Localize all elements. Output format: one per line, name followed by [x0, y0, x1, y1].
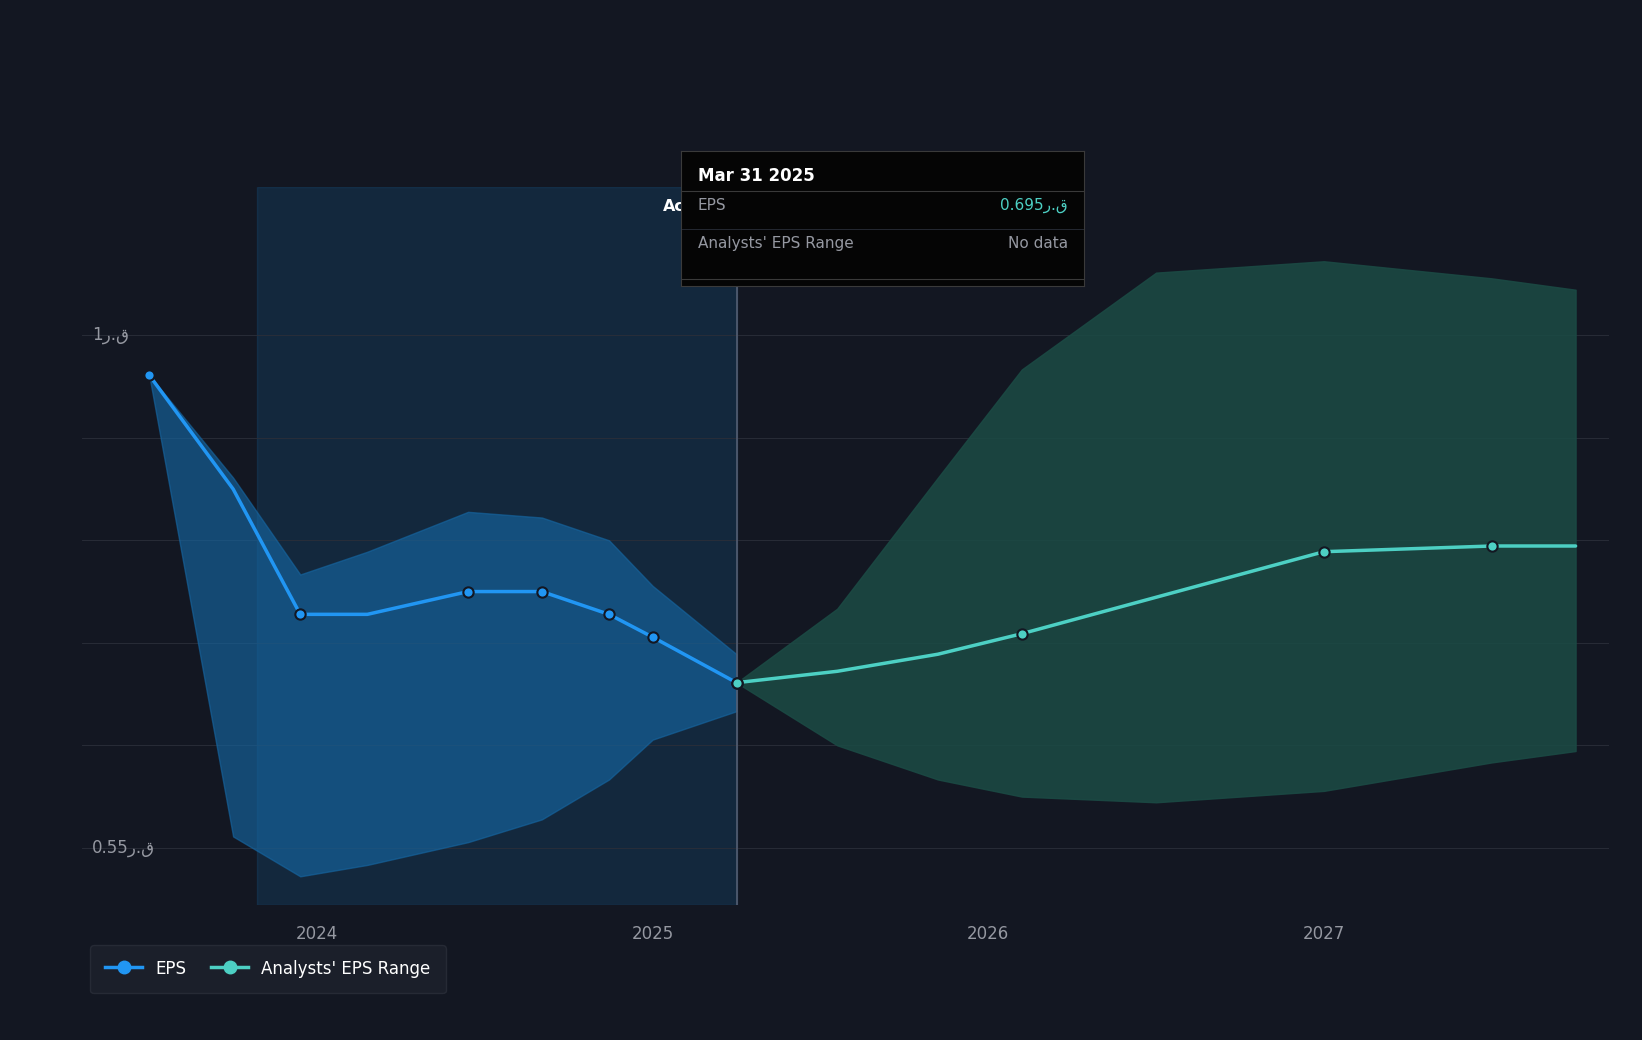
Point — [287, 606, 314, 623]
Point — [455, 583, 481, 600]
Text: No data: No data — [1008, 236, 1067, 251]
Text: Mar 31 2025: Mar 31 2025 — [698, 167, 814, 185]
Point — [639, 629, 665, 646]
Text: 2027: 2027 — [1302, 926, 1345, 943]
Text: 1ر.ق: 1ر.ق — [92, 327, 130, 344]
Legend: EPS, Analysts' EPS Range: EPS, Analysts' EPS Range — [90, 945, 445, 993]
Point — [724, 674, 750, 691]
Text: EPS: EPS — [698, 198, 726, 213]
Bar — [256, 187, 737, 905]
Text: Analysts Forecasts: Analysts Forecasts — [754, 199, 903, 213]
Point — [1478, 538, 1504, 554]
Point — [1008, 625, 1034, 642]
Text: 2025: 2025 — [632, 926, 673, 943]
Point — [596, 606, 622, 623]
Text: Analysts' EPS Range: Analysts' EPS Range — [698, 236, 854, 251]
Text: 0.55ر.ق: 0.55ر.ق — [92, 839, 156, 857]
Text: 2026: 2026 — [967, 926, 1010, 943]
Text: 2024: 2024 — [296, 926, 338, 943]
Point — [136, 367, 163, 384]
Point — [1310, 543, 1337, 560]
Text: 0.695ر.ق: 0.695ر.ق — [1000, 198, 1067, 213]
Text: Actual: Actual — [662, 199, 719, 213]
Point — [724, 674, 750, 691]
Point — [529, 583, 555, 600]
